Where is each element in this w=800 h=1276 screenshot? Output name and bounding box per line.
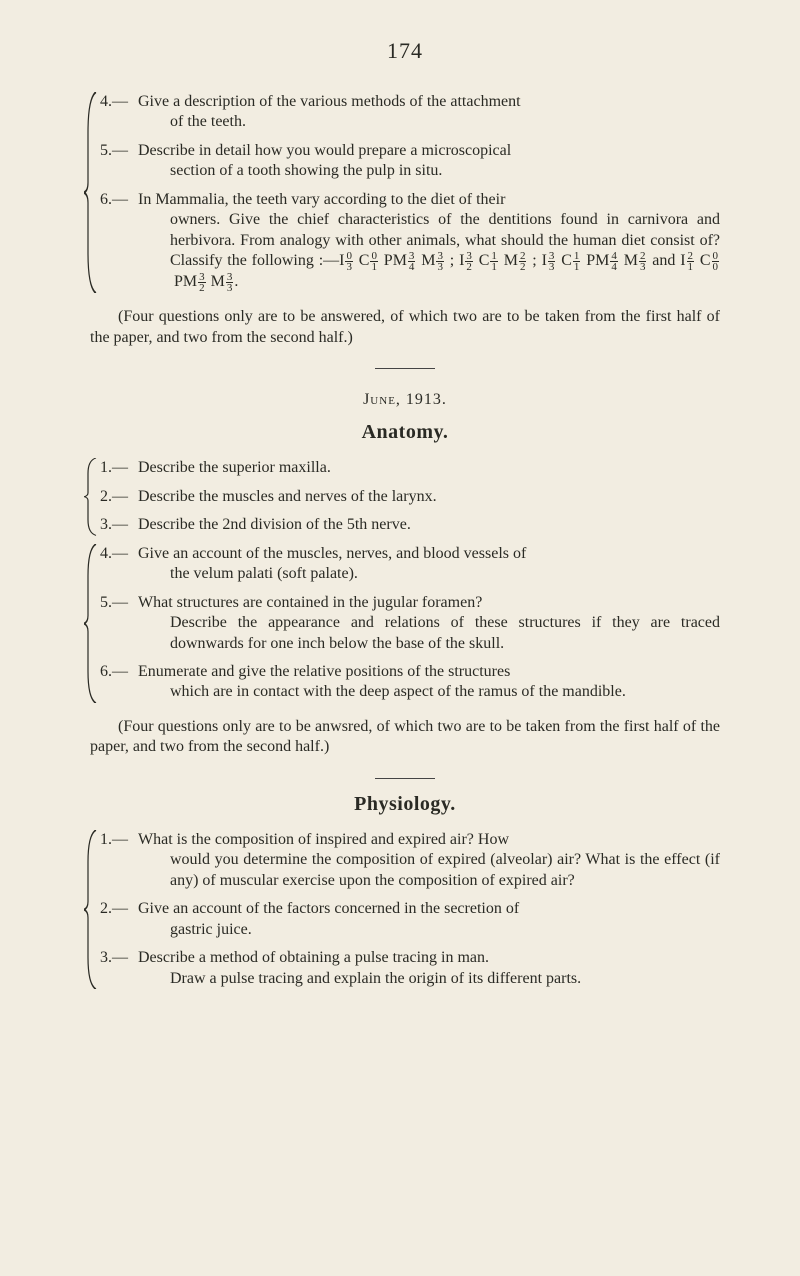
question-1: 1.— What is the composition of inspired … — [100, 830, 720, 891]
divider — [375, 778, 435, 779]
brace-icon — [84, 458, 98, 535]
question-6: 6.— Enumerate and give the relative posi… — [100, 662, 720, 703]
anatomy-group-2: 4.— Give an account of the muscles, nerv… — [90, 544, 720, 703]
question-text: Enumerate and give the relative position… — [138, 662, 720, 703]
question-text: What is the composition of inspired and … — [138, 830, 720, 891]
question-2: 2.— Give an account of the factors conce… — [100, 899, 720, 940]
question-number: 6.— — [100, 662, 138, 682]
page: 174 4.— Give a description of the variou… — [0, 0, 800, 1276]
question-5: 5.— Describe in detail how you would pre… — [100, 141, 720, 182]
question-text: What structures are contained in the jug… — [138, 593, 720, 654]
question-number: 1.— — [100, 830, 138, 850]
question-number: 3.— — [100, 948, 138, 968]
question-number: 5.— — [100, 593, 138, 613]
date-heading: June, 1913. — [90, 391, 720, 409]
brace-icon — [84, 544, 98, 703]
instruction: (Four questions only are to be answered,… — [90, 307, 720, 348]
question-number: 2.— — [100, 487, 138, 507]
question-text: Give an account of the factors concerned… — [138, 899, 720, 940]
question-1: 1.— Describe the superior maxilla. — [100, 458, 720, 478]
line: Give an account of the muscles, nerves, … — [138, 545, 526, 562]
question-text: Describe the 2nd division of the 5th ner… — [138, 515, 720, 535]
question-text: Describe the muscles and nerves of the l… — [138, 487, 720, 507]
line: would you determine the composition of e… — [138, 850, 720, 891]
question-text: Describe in detail how you would prepare… — [138, 141, 720, 182]
line: Describe the appearance and relations of… — [138, 613, 720, 654]
line: Give an account of the factors concerned… — [138, 900, 519, 917]
page-number: 174 — [90, 38, 720, 64]
question-number: 2.— — [100, 899, 138, 919]
line: Describe in detail how you would prepare… — [138, 142, 511, 159]
question-5: 5.— What structures are contained in the… — [100, 593, 720, 654]
line: Draw a pulse tracing and explain the ori… — [138, 969, 720, 989]
question-number: 1.— — [100, 458, 138, 478]
brace-icon — [84, 92, 98, 293]
line: gastric juice. — [138, 920, 720, 940]
question-text: In Mammalia, the teeth vary according to… — [138, 190, 720, 293]
section-heading-anatomy: Anatomy. — [90, 421, 720, 444]
line: What is the composition of inspired and … — [138, 831, 509, 848]
instruction: (Four questions only are to be anwsred, … — [90, 717, 720, 758]
question-number: 4.— — [100, 92, 138, 112]
question-number: 3.— — [100, 515, 138, 535]
question-number: 4.— — [100, 544, 138, 564]
divider — [375, 368, 435, 369]
question-4: 4.— Give an account of the muscles, nerv… — [100, 544, 720, 585]
question-4: 4.— Give a description of the various me… — [100, 92, 720, 133]
physiology-group: 1.— What is the composition of inspired … — [90, 830, 720, 989]
line: In Mammalia, the teeth vary according to… — [138, 191, 505, 208]
top-group: 4.— Give a description of the various me… — [90, 92, 720, 293]
question-text: Describe a method of obtaining a pulse t… — [138, 948, 720, 989]
question-3: 3.— Describe the 2nd division of the 5th… — [100, 515, 720, 535]
line: which are in contact with the deep aspec… — [138, 682, 720, 702]
line: Give a description of the various method… — [138, 93, 521, 110]
question-6: 6.— In Mammalia, the teeth vary accordin… — [100, 190, 720, 293]
line: of the teeth. — [138, 112, 720, 132]
line: section of a tooth showing the pulp in s… — [138, 161, 720, 181]
line: owners. Give the chief characteristics o… — [170, 211, 720, 269]
question-text: Give a description of the various method… — [138, 92, 720, 133]
anatomy-group-1: 1.— Describe the superior maxilla. 2.— D… — [90, 458, 720, 535]
line: What structures are contained in the jug… — [138, 594, 482, 611]
formula-line: owners. Give the chief characteristics o… — [138, 210, 720, 293]
section-heading-physiology: Physiology. — [90, 793, 720, 816]
question-2: 2.— Describe the muscles and nerves of t… — [100, 487, 720, 507]
question-text: Give an account of the muscles, nerves, … — [138, 544, 720, 585]
question-text: Describe the superior maxilla. — [138, 458, 720, 478]
question-number: 6.— — [100, 190, 138, 210]
question-3: 3.— Describe a method of obtaining a pul… — [100, 948, 720, 989]
question-number: 5.— — [100, 141, 138, 161]
tail: . — [234, 273, 238, 290]
line: the velum palati (soft palate). — [138, 564, 720, 584]
line: Describe a method of obtaining a pulse t… — [138, 949, 489, 966]
brace-icon — [84, 830, 98, 989]
line: Enumerate and give the relative position… — [138, 663, 510, 680]
